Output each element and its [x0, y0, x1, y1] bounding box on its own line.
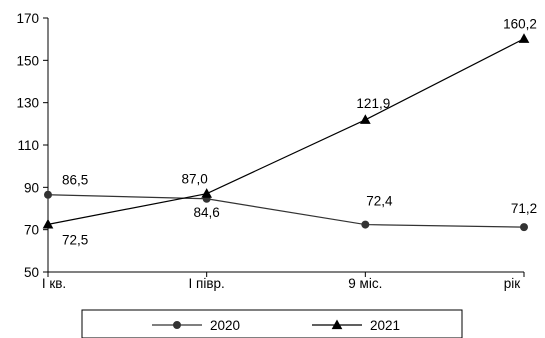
x-tick-label: I півр.	[189, 276, 225, 291]
data-point-2021	[42, 218, 54, 229]
legend-label-2020: 2020	[210, 318, 240, 333]
y-tick-labels: 50 70 90 110 130 150 170	[16, 11, 39, 280]
y-tick-label: 90	[24, 180, 39, 195]
legend-marker-2020	[173, 321, 181, 329]
x-tick-label: рік	[504, 276, 521, 291]
x-tick-label: 9 міс.	[348, 276, 382, 291]
data-point-2021	[518, 33, 530, 43]
data-label-2021: 72,5	[62, 232, 88, 247]
data-label-2020: 71,2	[511, 201, 537, 216]
y-tick-label: 150	[16, 53, 39, 68]
x-tick-label: I кв.	[42, 276, 66, 291]
series-line-2020	[47, 194, 525, 228]
data-label-2020: 72,4	[366, 194, 393, 209]
data-point-2021	[201, 188, 213, 198]
data-label-2021: 160,2	[503, 17, 537, 32]
data-label-2021: 87,0	[182, 172, 208, 187]
axes	[43, 17, 525, 277]
x-tick-labels: I кв. I півр. 9 міс. рік	[42, 276, 520, 291]
legend: 2020 2021	[81, 309, 463, 338]
series-line-2021	[47, 38, 525, 225]
data-labels: 86,5 84,6 72,4 71,2 72,5 87,0 121,9 160,2	[62, 17, 537, 248]
data-label-2021: 121,9	[356, 96, 390, 111]
data-point-2020	[44, 190, 52, 199]
y-tick-label: 130	[16, 96, 39, 111]
y-tick-label: 50	[24, 265, 39, 280]
series-lines	[42, 33, 530, 232]
data-point-2020	[520, 223, 528, 232]
data-label-2020: 84,6	[194, 205, 220, 220]
y-tick-label: 170	[16, 11, 39, 26]
y-tick-label: 110	[17, 138, 39, 153]
data-point-2020	[361, 220, 370, 229]
legend-label-2021: 2021	[370, 318, 400, 333]
legend-marker-2021	[331, 319, 343, 330]
data-label-2020: 86,5	[62, 173, 88, 188]
y-tick-label: 70	[24, 223, 39, 238]
data-point-2021	[359, 114, 371, 124]
legend-box	[81, 309, 463, 338]
